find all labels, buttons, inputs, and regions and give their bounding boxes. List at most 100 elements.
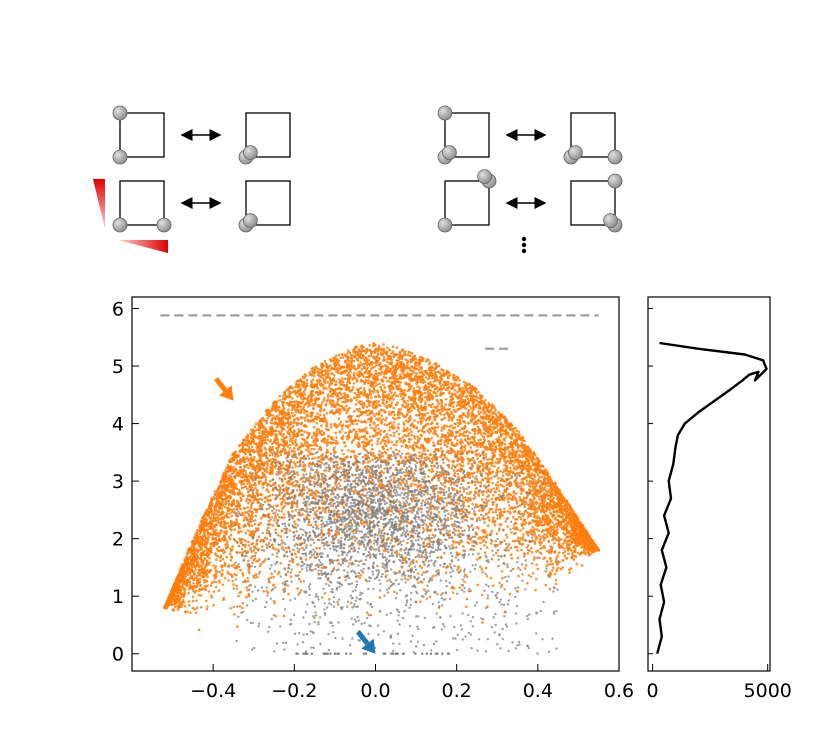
scatter-point-orange: [522, 538, 525, 541]
scatter-point-orange: [199, 594, 203, 597]
scatter-point-orange: [223, 550, 227, 554]
scatter-point-orange: [451, 591, 455, 594]
scatter-point-orange: [312, 553, 316, 556]
scatter-point-orange: [353, 409, 356, 413]
scatter-point-orange: [465, 451, 469, 455]
scatter-point-orange: [432, 574, 435, 578]
scatter-point-orange: [199, 606, 203, 609]
scatter-point-orange: [395, 430, 399, 433]
scatter-point-orange: [293, 450, 297, 454]
scatter-point-orange: [522, 552, 526, 555]
scatter-point-orange: [271, 493, 275, 497]
scatter-point-orange: [266, 526, 270, 529]
atom-ball: [156, 217, 172, 233]
scatter-point-orange: [342, 380, 345, 384]
scatter-point-orange: [269, 409, 273, 413]
scatter-point-orange: [479, 481, 483, 484]
scatter-point-orange: [247, 466, 250, 470]
scatter-point-orange: [401, 436, 405, 439]
scatter-point-orange: [546, 560, 549, 563]
scatter-point-orange: [499, 470, 503, 473]
scatter-point-orange: [506, 433, 509, 437]
scatter-point-orange: [462, 413, 466, 417]
scatter-point-orange: [454, 501, 458, 505]
scatter-point-orange: [466, 441, 470, 444]
scatter-point-orange: [492, 487, 496, 490]
scatter-point-orange: [382, 355, 386, 359]
scatter-point-orange: [527, 461, 531, 465]
scatter-point-orange: [489, 542, 493, 545]
scatter-point-orange: [372, 413, 375, 416]
scatter-point-orange: [421, 444, 425, 447]
scatter-point-orange: [382, 375, 386, 379]
scatter-point-orange: [437, 479, 441, 482]
scatter-point-orange: [567, 552, 570, 556]
scatter-point-orange: [338, 378, 341, 381]
scatter-point-orange: [468, 404, 471, 408]
scatter-point-orange: [533, 556, 536, 559]
scatter-point-orange: [543, 512, 546, 515]
scatter-point-orange: [481, 468, 485, 471]
scatter-point-orange: [440, 405, 444, 409]
scatter-point-orange: [446, 445, 449, 449]
scatter-point-orange: [531, 572, 535, 575]
scatter-point-orange: [402, 400, 406, 403]
scatter-point-orange: [228, 512, 232, 515]
scatter-point-orange: [474, 450, 478, 453]
scatter-point-orange: [357, 419, 360, 423]
scatter-point-orange: [444, 403, 448, 406]
atom-ball: [242, 213, 258, 229]
scatter-point-orange: [456, 439, 459, 442]
scatter-point-orange: [454, 434, 458, 438]
scatter-point-orange: [532, 558, 536, 561]
scatter-point-orange: [486, 546, 489, 549]
scatter-point-orange: [456, 424, 460, 428]
scatter-point-orange: [193, 607, 197, 611]
scatter-point-orange: [410, 434, 414, 437]
scatter-point-orange: [255, 428, 259, 432]
scatter-point-orange: [271, 509, 274, 513]
scatter-point-orange: [227, 524, 231, 528]
scatter-point-orange: [349, 601, 353, 605]
scatter-point-orange: [492, 516, 495, 519]
scatter-point-orange: [195, 606, 199, 610]
scatter-point-orange: [519, 485, 523, 488]
scatter-point-orange: [325, 362, 328, 366]
scatter-point-orange: [382, 383, 385, 387]
scatter-point-orange: [232, 465, 235, 469]
scatter-point-orange: [316, 509, 319, 513]
scatter-point-orange: [333, 518, 337, 521]
scatter-point-orange: [430, 436, 434, 440]
scatter-point-orange: [442, 413, 446, 416]
scatter-point-orange: [290, 397, 294, 400]
scatter-point-orange: [441, 449, 445, 453]
scatter-point-orange: [385, 379, 389, 383]
scatter-point-orange: [384, 419, 387, 422]
scatter-point-orange: [426, 382, 430, 385]
scatter-point-orange: [536, 549, 540, 552]
scatter-point-orange: [311, 457, 314, 460]
scatter-point-orange: [374, 395, 377, 399]
scatter-point-orange: [486, 462, 490, 466]
scatter-point-orange: [418, 386, 422, 389]
scatter-point-orange: [232, 587, 236, 590]
scatter-point-orange: [309, 523, 313, 527]
scatter-point-orange: [367, 399, 370, 403]
scatter-point-orange: [259, 504, 263, 507]
scatter-point-orange: [173, 605, 177, 609]
scatter-point-orange: [431, 422, 434, 425]
scatter-point-orange: [551, 521, 554, 524]
scatter-point-orange: [524, 563, 528, 567]
scatter-point-orange: [402, 423, 406, 427]
scatter-point-orange: [227, 482, 230, 486]
scatter-point-orange: [484, 540, 488, 544]
scatter-point-orange: [266, 438, 270, 442]
scatter-point-orange: [476, 583, 479, 587]
scatter-point-orange: [439, 385, 443, 388]
scatter-point-orange: [490, 476, 493, 480]
scatter-point-orange: [514, 426, 517, 430]
scatter-point-orange: [433, 387, 437, 391]
scatter-point-orange: [448, 413, 452, 416]
atom-ball: [437, 217, 453, 233]
scatter-point-orange: [338, 423, 341, 426]
